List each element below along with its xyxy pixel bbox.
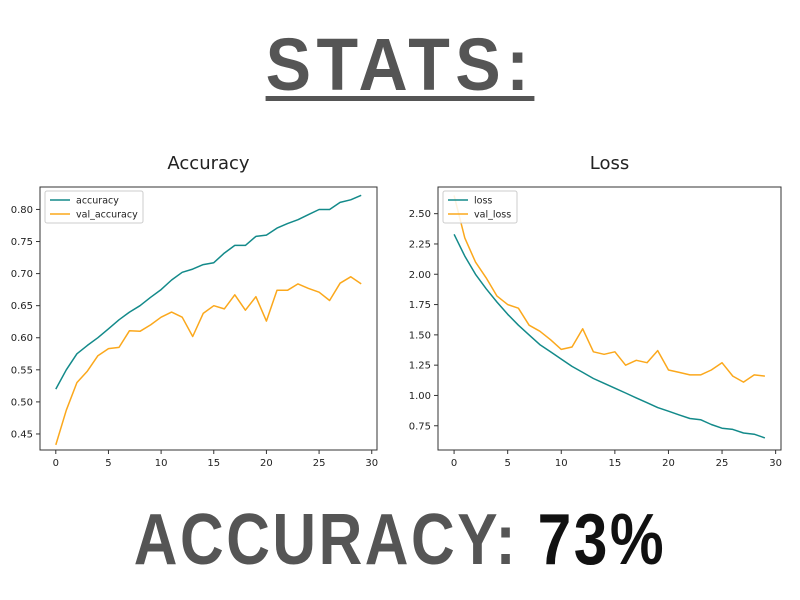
y-tick-label: 1.50 — [409, 330, 431, 341]
x-tick-label: 25 — [716, 458, 729, 469]
x-tick-label: 5 — [504, 458, 510, 469]
y-tick-label: 0.75 — [409, 421, 431, 432]
x-tick-label: 10 — [155, 458, 168, 469]
y-tick-label: 0.45 — [11, 429, 33, 440]
y-tick-label: 0.80 — [11, 205, 33, 216]
legend-box — [442, 190, 518, 224]
series-line-loss — [453, 233, 766, 439]
accuracy-summary-value: 73% — [537, 500, 667, 580]
y-tick-label: 1.25 — [409, 361, 431, 372]
x-tick-label: 20 — [260, 458, 273, 469]
stats-heading: STATS: — [265, 23, 535, 106]
x-tick-label: 0 — [53, 458, 59, 469]
x-tick-label: 30 — [769, 458, 782, 469]
legend-label-loss: loss — [474, 196, 492, 207]
x-tick-label: 15 — [207, 458, 220, 469]
accuracy-summary-label: ACCURACY: — [133, 500, 519, 580]
legend-label-val_accuracy: val_accuracy — [76, 210, 138, 221]
y-tick-label: 1.00 — [409, 391, 431, 402]
y-tick-label: 2.25 — [409, 239, 431, 250]
x-tick-label: 15 — [608, 458, 621, 469]
plot-area — [437, 186, 782, 451]
series-line-val_loss — [453, 195, 765, 383]
legend-box — [44, 190, 144, 224]
x-tick-label: 5 — [105, 458, 111, 469]
x-tick-label: 30 — [365, 458, 378, 469]
plot-area — [39, 186, 378, 451]
x-tick-label: 20 — [662, 458, 675, 469]
chart-title: Accuracy — [167, 153, 250, 174]
accuracy-summary: ACCURACY: 73% — [64, 495, 736, 585]
legend-label-accuracy: accuracy — [76, 196, 119, 207]
y-tick-label: 0.60 — [11, 333, 33, 344]
x-tick-label: 25 — [313, 458, 326, 469]
y-tick-label: 0.65 — [11, 301, 33, 312]
series-line-val_accuracy — [55, 276, 362, 446]
y-tick-label: 0.50 — [11, 397, 33, 408]
x-tick-label: 10 — [555, 458, 568, 469]
x-tick-label: 0 — [451, 458, 457, 469]
y-tick-label: 2.50 — [409, 209, 431, 220]
y-tick-label: 1.75 — [409, 300, 431, 311]
accuracy-chart: Accuracy 0 5 10 15 20 25 30 0.45 0.50 0.55 0.60 0.65… — [11, 153, 378, 469]
chart-title: Loss — [590, 153, 629, 174]
y-tick-label: 0.55 — [11, 365, 33, 376]
loss-chart: Loss 0 5 10 15 20 25 30 0.75 1.00 1.25 1.50 1.75 2.00… — [409, 153, 782, 469]
y-tick-label: 2.00 — [409, 270, 431, 281]
y-tick-label: 0.70 — [11, 269, 33, 280]
series-line-accuracy — [55, 194, 362, 390]
legend-label-val_loss: val_loss — [474, 210, 511, 221]
y-tick-label: 0.75 — [11, 237, 33, 248]
